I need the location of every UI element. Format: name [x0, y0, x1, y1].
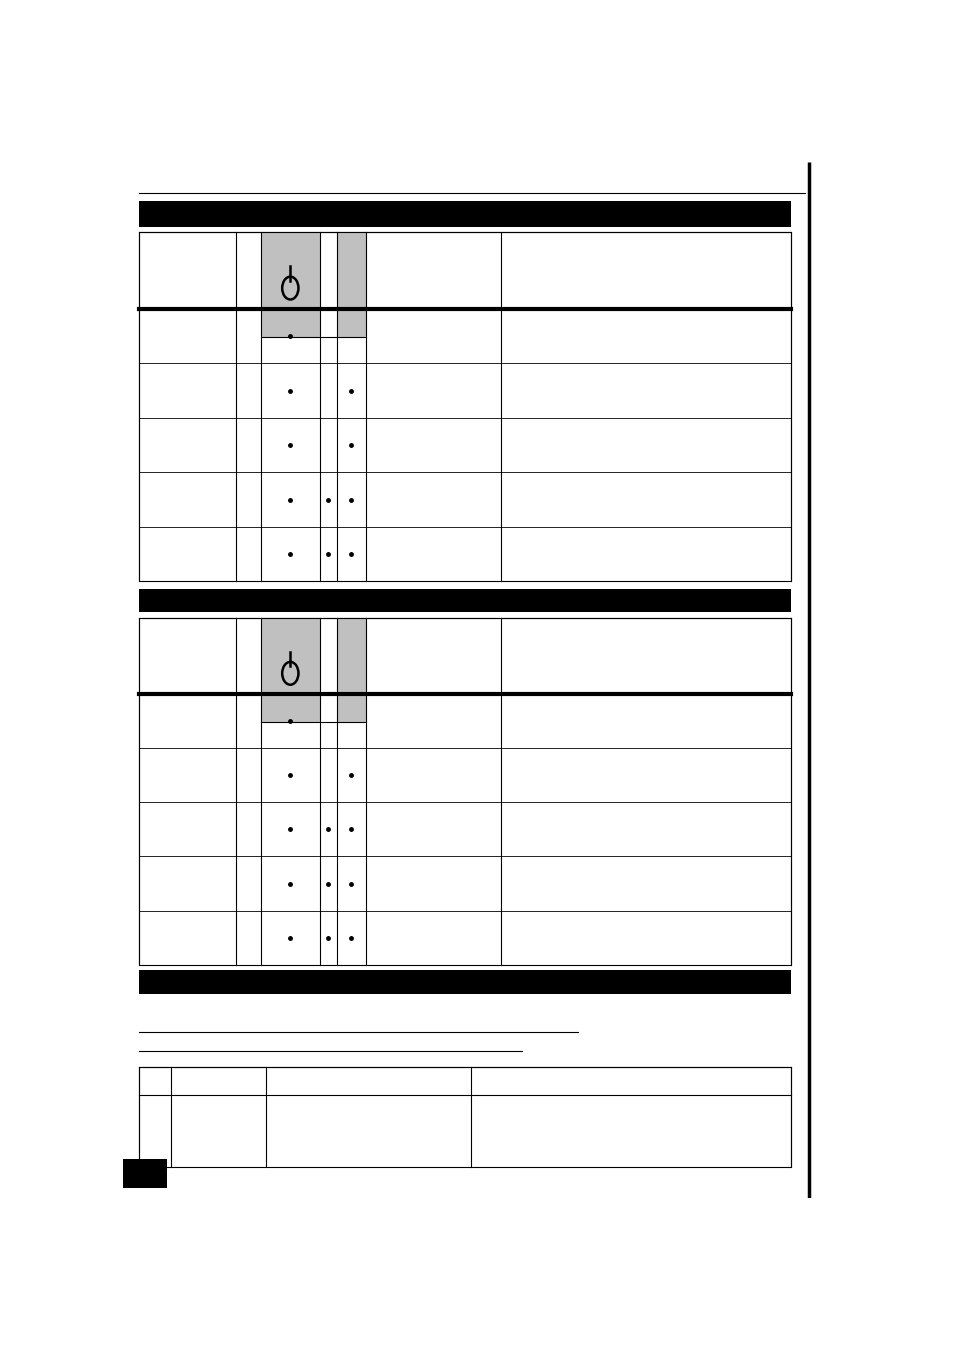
- Bar: [336, 618, 366, 721]
- Bar: [139, 1067, 790, 1167]
- Bar: [139, 970, 790, 993]
- Bar: [261, 232, 319, 336]
- Bar: [123, 1159, 167, 1187]
- Bar: [139, 201, 790, 227]
- Bar: [261, 618, 319, 721]
- Bar: [139, 618, 790, 965]
- Bar: [139, 232, 790, 581]
- Bar: [336, 232, 366, 336]
- Bar: [139, 588, 790, 612]
